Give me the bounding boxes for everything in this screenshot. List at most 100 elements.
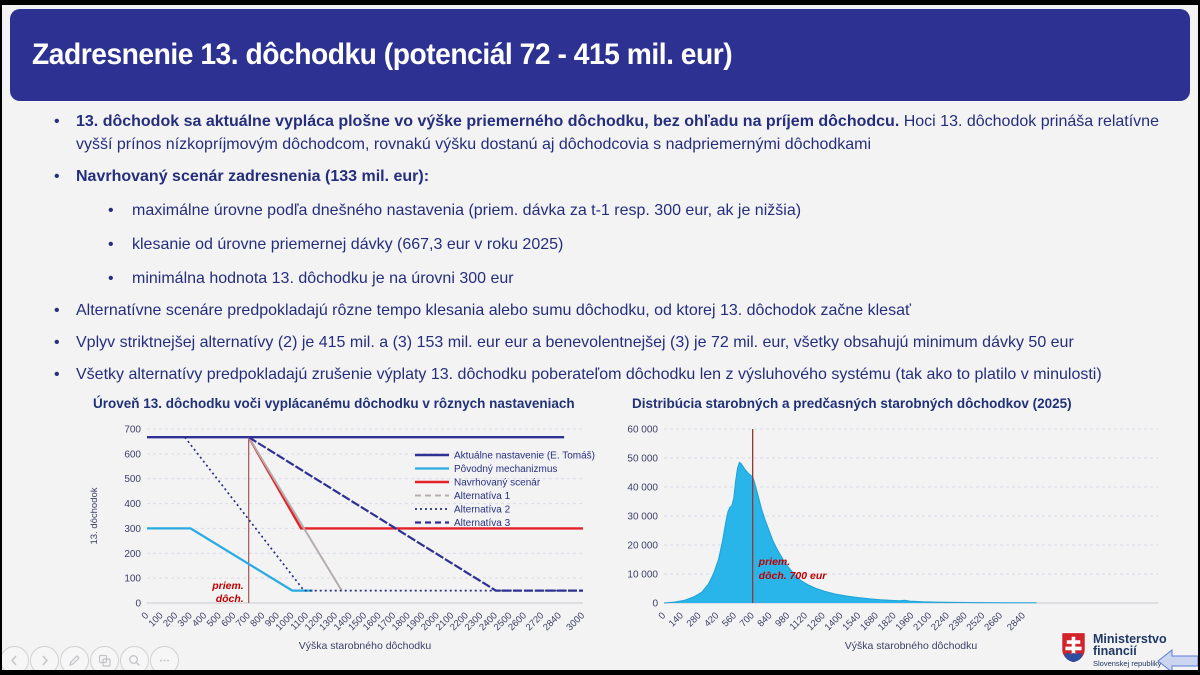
svg-text:1400: 1400 — [823, 610, 846, 633]
svg-text:2840: 2840 — [541, 610, 564, 633]
svg-text:Alternatíva 3: Alternatíva 3 — [454, 518, 511, 529]
svg-text:Výška starobného dôchodku: Výška starobného dôchodku — [845, 640, 978, 652]
svg-text:560: 560 — [720, 610, 739, 629]
svg-text:2660: 2660 — [982, 610, 1005, 633]
svg-text:Alternatíva 1: Alternatíva 1 — [454, 491, 511, 502]
svg-text:2720: 2720 — [524, 610, 547, 633]
bullet-item: klesanie od úrovne priemernej dávky (667… — [98, 233, 1132, 256]
svg-text:3000: 3000 — [564, 610, 587, 633]
ministry-logo: Ministerstvo financií Slovenskej republi… — [1060, 631, 1198, 669]
bullet-item: 13. dôchodok sa aktuálne vypláca plošne … — [36, 110, 1188, 156]
svg-text:2380: 2380 — [947, 610, 970, 633]
series-4 — [184, 436, 583, 592]
svg-text:Aktuálne nastavenie (E. Tomáš): Aktuálne nastavenie (E. Tomáš) — [454, 451, 595, 462]
series-3 — [247, 436, 343, 592]
gridlines — [664, 428, 1158, 575]
svg-text:300: 300 — [124, 524, 141, 535]
svg-text:priem.: priem. — [211, 580, 244, 592]
average-pension-annotation: priem. dôch. 700 eur — [758, 556, 828, 582]
bullet-item: Všetky alternatívy predpokladajú zrušeni… — [36, 363, 1188, 386]
svg-text:13. dôchodok: 13. dôchodok — [89, 487, 100, 544]
svg-text:2840: 2840 — [1005, 610, 1028, 633]
svg-text:Navrhovaný scenár: Navrhovaný scenár — [454, 478, 541, 489]
svg-text:Výška starobného dôchodku: Výška starobného dôchodku — [299, 640, 432, 652]
svg-text:50 000: 50 000 — [627, 454, 658, 465]
distribution-outline — [663, 461, 1037, 604]
bullet-item: Navrhovaný scenár zadresnenia (133 mil. … — [36, 165, 1188, 188]
zoom-button[interactable] — [120, 646, 149, 670]
series-5 — [248, 436, 583, 592]
slide-title-band: Zadresnenie 13. dôchodku (potenciál 72 -… — [10, 9, 1190, 101]
bullet-item: maximálne úrovne podľa dnešného nastaven… — [98, 199, 1132, 222]
slide-sorter-icon — [91, 653, 118, 668]
ellipsis-icon — [151, 653, 178, 668]
x-tick-labels: 0100200300400500600700800900100011001200… — [140, 610, 588, 633]
svg-text:700: 700 — [124, 425, 141, 436]
back-navigation-arrow[interactable] — [1157, 648, 1198, 670]
pen-icon — [61, 653, 88, 668]
svg-text:1120: 1120 — [788, 610, 810, 632]
slovak-coat-of-arms-icon — [1060, 631, 1087, 669]
chevron-right-icon — [31, 653, 58, 668]
svg-text:dôch. 700 eur: dôch. 700 eur — [759, 570, 828, 582]
x-tick-labels: 0140280420560700840980112012601400154016… — [657, 610, 1028, 633]
svg-text:30 000: 30 000 — [627, 512, 658, 523]
svg-text:0: 0 — [135, 599, 141, 610]
svg-text:1960: 1960 — [894, 610, 917, 633]
svg-text:400: 400 — [124, 499, 141, 510]
previous-slide-button[interactable] — [2, 646, 29, 670]
left-chart-title: Úroveň 13. dôchodku voči vyplácanému dôc… — [93, 396, 575, 411]
svg-text:1260: 1260 — [805, 610, 828, 633]
svg-text:500: 500 — [124, 474, 141, 485]
svg-text:2100: 2100 — [911, 610, 934, 633]
see-all-slides-button[interactable] — [90, 646, 119, 670]
bullet-item: Vplyv striktnejšej alternatívy (2) je 41… — [36, 331, 1188, 354]
svg-text:dôch.: dôch. — [216, 593, 244, 605]
bullet-item: Alternatívne scenáre predpokladajú rôzne… — [36, 299, 1188, 322]
svg-text:2240: 2240 — [929, 610, 952, 633]
svg-text:1820: 1820 — [876, 610, 899, 633]
magnifier-icon — [121, 653, 148, 668]
arrow-left-icon — [1157, 648, 1198, 670]
svg-text:200: 200 — [124, 549, 141, 560]
svg-text:Alternatíva 2: Alternatíva 2 — [454, 505, 511, 516]
pension-distribution-chart: Distribúcia starobných a predčasných sta… — [618, 396, 1170, 659]
svg-text:600: 600 — [124, 449, 141, 460]
average-pension-annotation: priem.dôch. — [211, 580, 244, 605]
chevron-left-icon — [2, 653, 28, 668]
svg-text:1540: 1540 — [840, 610, 863, 633]
legend: Aktuálne nastavenie (E. Tomáš) Pôvodný me… — [415, 451, 595, 529]
bullet-list: 13. dôchodok sa aktuálne vypláca plošne … — [36, 101, 1188, 386]
pension-level-chart: Úroveň 13. dôchodku voči vyplácanému dôc… — [85, 396, 595, 659]
svg-text:1680: 1680 — [858, 610, 881, 633]
bullet-item: minimálna hodnota 13. dôchodku je na úro… — [98, 267, 1132, 290]
svg-text:0: 0 — [657, 610, 669, 622]
next-slide-button[interactable] — [30, 646, 59, 670]
svg-text:Pôvodný mechanizmus: Pôvodný mechanizmus — [454, 464, 557, 475]
svg-text:100: 100 — [124, 574, 141, 585]
svg-text:420: 420 — [702, 610, 721, 629]
ministry-name: Ministerstvo financií — [1093, 631, 1167, 659]
svg-text:0: 0 — [652, 599, 658, 610]
more-options-button[interactable] — [150, 646, 179, 670]
svg-text:2520: 2520 — [965, 610, 988, 633]
svg-text:60 000: 60 000 — [627, 425, 658, 436]
svg-text:140: 140 — [667, 610, 686, 629]
slide-title: Zadresnenie 13. dôchodku (potenciál 72 -… — [32, 38, 733, 71]
svg-text:840: 840 — [756, 610, 775, 629]
distribution-area — [664, 462, 1037, 603]
svg-text:priem.: priem. — [758, 556, 791, 568]
series-1 — [147, 527, 313, 592]
ministry-subtitle: Slovenskej republiky — [1093, 658, 1162, 668]
right-chart-title: Distribúcia starobných a predčasných sta… — [632, 396, 1072, 411]
pen-tools-button[interactable] — [60, 646, 89, 670]
svg-text:0: 0 — [140, 610, 152, 622]
svg-text:700: 700 — [738, 610, 757, 629]
pension-level-chart-canvas: 0 100 200 300 400 500 600 700 010020030040050060… — [89, 425, 595, 653]
svg-text:280: 280 — [685, 610, 704, 629]
presentation-slide: Zadresnenie 13. dôchodku (potenciál 72 -… — [2, 5, 1198, 670]
svg-text:20 000: 20 000 — [627, 541, 658, 552]
svg-text:40 000: 40 000 — [627, 483, 658, 494]
svg-text:10 000: 10 000 — [627, 570, 658, 581]
